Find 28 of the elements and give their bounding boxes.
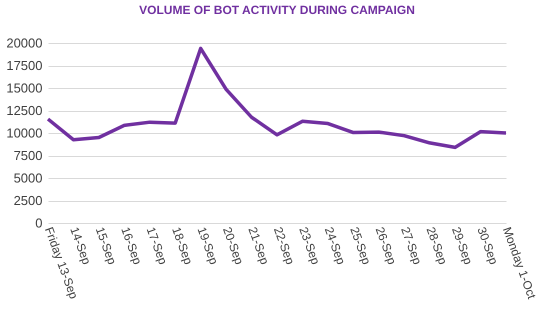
x-tick-label: 25-Sep [347, 225, 374, 267]
y-tick-label: 10000 [6, 126, 42, 140]
x-tick-label: 22-Sep [270, 225, 298, 267]
x-tick-label: 28-Sep [424, 225, 450, 267]
x-tick-label: 16-Sep [118, 225, 145, 267]
x-tick-label: 29-Sep [449, 225, 476, 267]
y-tick-label: 7500 [14, 148, 42, 163]
line-series [46, 46, 508, 150]
x-tick-label: 17-Sep [144, 225, 170, 267]
chart-title: VOLUME OF BOT ACTIVITY DURING CAMPAIGN [139, 3, 415, 17]
x-tick-label: 19-Sep [194, 225, 222, 267]
y-tick-label: 12500 [6, 103, 42, 118]
x-tick-label: 15-Sep [92, 225, 120, 267]
x-tick-label: 30-Sep [474, 225, 501, 267]
x-tick-label: 14-Sep [67, 225, 94, 267]
y-tick-label: 2500 [14, 193, 42, 208]
x-tick-label: 24-Sep [322, 225, 348, 267]
x-tick-label: 23-Sep [296, 225, 323, 267]
y-tick-label: 5000 [14, 170, 42, 186]
x-tick-label: 18-Sep [169, 225, 196, 267]
x-tick-label: 20-Sep [220, 225, 247, 267]
x-tick-label: 27-Sep [398, 225, 425, 267]
y-tick-label: 20000 [6, 36, 42, 50]
y-tick-label: 0 [35, 216, 42, 230]
y-tick-label: 15000 [6, 80, 42, 96]
x-tick-label: 26-Sep [372, 225, 400, 267]
y-tick-label: 17500 [6, 58, 42, 73]
x-tick-label: 21-Sep [245, 225, 272, 267]
